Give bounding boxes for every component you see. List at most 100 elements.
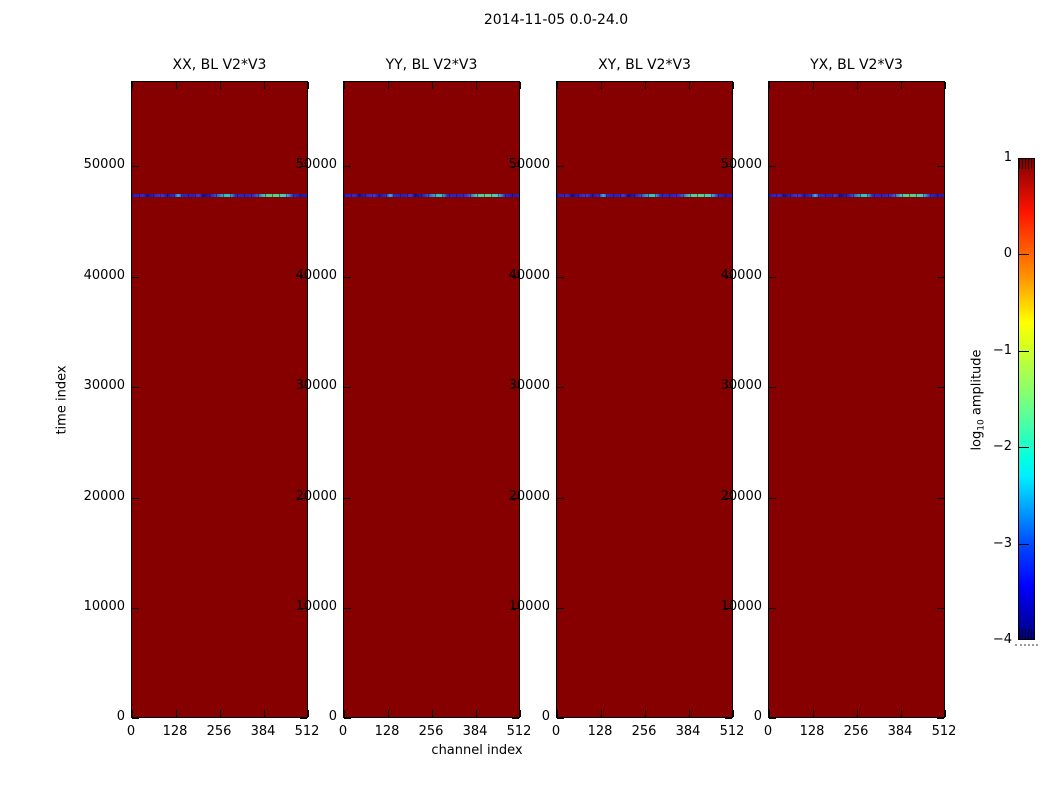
x-tick (264, 82, 265, 89)
y-tick (512, 387, 519, 388)
y-tick-label: 10000 (295, 599, 337, 614)
panel-title: YX, BL V2*V3 (810, 57, 903, 73)
colorbar-label-prefix: log (969, 430, 985, 451)
y-tick-label: 0 (116, 709, 125, 724)
y-tick-label: 50000 (720, 157, 762, 172)
y-tick (725, 718, 732, 719)
x-tick (308, 710, 309, 717)
y-tick (557, 608, 564, 609)
y-tick (769, 718, 776, 719)
x-tick (769, 710, 770, 717)
y-tick-label: 0 (541, 709, 550, 724)
y-tick (512, 718, 519, 719)
y-tick (344, 166, 351, 167)
colorbar-tick-label: −1 (992, 343, 1012, 358)
y-tick (937, 718, 944, 719)
x-tick-label: 256 (631, 724, 657, 739)
x-tick (557, 710, 558, 717)
y-tick (300, 608, 307, 609)
y-tick-label: 10000 (83, 599, 125, 614)
colorbar-tick (1019, 254, 1029, 255)
y-tick (344, 718, 351, 719)
y-tick (344, 608, 351, 609)
y-tick (344, 498, 351, 499)
colorbar-label: log10 amplitude (970, 349, 987, 450)
y-tick (725, 608, 732, 609)
y-tick (557, 166, 564, 167)
y-tick (300, 498, 307, 499)
x-tick-label: 0 (338, 724, 348, 739)
y-tick-label: 50000 (508, 157, 550, 172)
y-tick (769, 498, 776, 499)
y-tick (769, 166, 776, 167)
x-tick-label: 512 (506, 724, 532, 739)
x-tick (220, 710, 221, 717)
x-tick (945, 710, 946, 717)
y-axis-label: time index (54, 365, 70, 435)
heatmap-area (768, 81, 946, 719)
x-tick-label: 512 (719, 724, 745, 739)
colorbar-tick (1019, 447, 1029, 448)
low-amplitude-stripe (344, 194, 519, 197)
x-tick-label: 128 (162, 724, 188, 739)
x-tick (264, 710, 265, 717)
y-tick-label: 20000 (508, 489, 550, 504)
x-tick (857, 82, 858, 89)
y-tick (132, 498, 139, 499)
x-tick (476, 82, 477, 89)
y-tick (300, 387, 307, 388)
y-tick-label: 10000 (720, 599, 762, 614)
x-tick (176, 710, 177, 717)
y-tick-label: 50000 (295, 157, 337, 172)
low-amplitude-stripe (557, 194, 732, 197)
y-tick (132, 277, 139, 278)
x-tick (857, 710, 858, 717)
x-tick (520, 710, 521, 717)
y-tick (557, 277, 564, 278)
y-tick (725, 387, 732, 388)
panel-title: YY, BL V2*V3 (385, 57, 478, 73)
x-tick (344, 82, 345, 89)
y-tick-label: 30000 (83, 378, 125, 393)
x-tick (520, 82, 521, 89)
y-tick-label: 0 (328, 709, 337, 724)
x-tick-label: 384 (250, 724, 276, 739)
colorbar-tick-label: −2 (992, 439, 1012, 454)
x-tick (601, 82, 602, 89)
x-tick (901, 82, 902, 89)
y-tick (132, 166, 139, 167)
x-tick (901, 710, 902, 717)
x-tick (733, 82, 734, 89)
heatmap-area (556, 81, 734, 719)
x-tick (388, 82, 389, 89)
x-tick (344, 710, 345, 717)
y-tick-label: 20000 (295, 489, 337, 504)
y-tick (769, 608, 776, 609)
x-tick (601, 710, 602, 717)
y-tick (132, 608, 139, 609)
y-tick (300, 718, 307, 719)
x-tick (132, 82, 133, 89)
y-tick (725, 498, 732, 499)
y-tick-label: 40000 (720, 268, 762, 283)
y-tick (300, 277, 307, 278)
y-tick (557, 498, 564, 499)
y-tick (725, 277, 732, 278)
x-tick (432, 710, 433, 717)
x-tick (689, 82, 690, 89)
y-tick-label: 30000 (720, 378, 762, 393)
x-tick (813, 82, 814, 89)
x-tick-label: 0 (126, 724, 136, 739)
x-tick (132, 710, 133, 717)
y-tick (512, 608, 519, 609)
x-tick-label: 128 (587, 724, 613, 739)
colorbar-tick (1019, 544, 1029, 545)
y-tick (769, 277, 776, 278)
y-tick (725, 166, 732, 167)
y-tick-label: 40000 (508, 268, 550, 283)
y-tick (512, 166, 519, 167)
x-tick (813, 710, 814, 717)
y-tick (132, 718, 139, 719)
y-tick (344, 387, 351, 388)
x-tick-label: 384 (675, 724, 701, 739)
